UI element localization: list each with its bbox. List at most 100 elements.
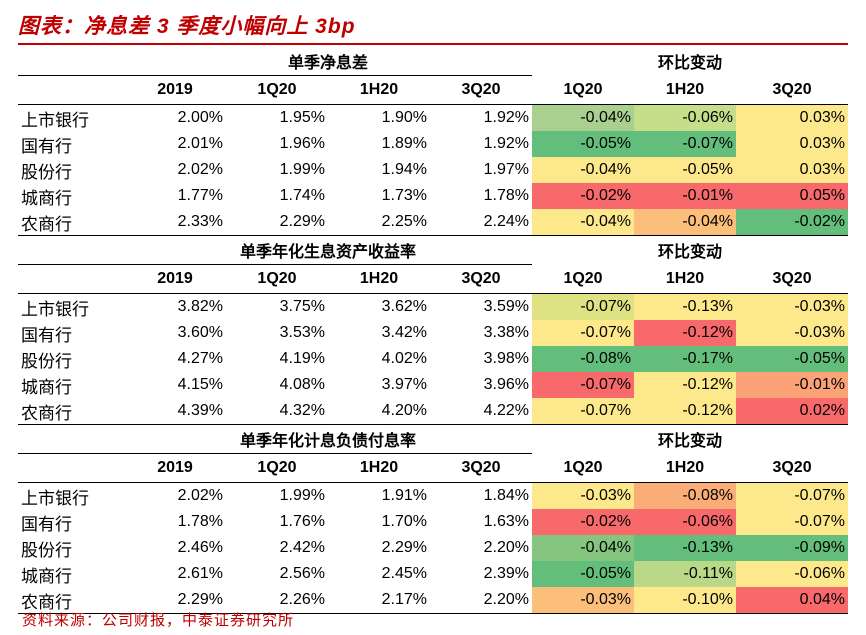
value-cell: 1.89% bbox=[381, 135, 427, 152]
change-cell: -0.03% bbox=[532, 587, 635, 614]
column-header: 2019 bbox=[124, 75, 226, 105]
value-cell: 3.60% bbox=[177, 324, 223, 341]
value-cell: 3.96% bbox=[483, 376, 530, 393]
value-cell: 1.92% bbox=[483, 109, 530, 126]
change-cell: -0.04% bbox=[532, 209, 635, 236]
section-heading: 单季净息差 bbox=[124, 47, 533, 76]
change-cell: -0.07% bbox=[736, 482, 849, 509]
bank-type-label: 上市银行 bbox=[21, 488, 89, 508]
value-cell: 2.61% bbox=[177, 565, 223, 582]
bank-type-label: 国有行 bbox=[21, 136, 72, 156]
change-cell: -0.13% bbox=[634, 535, 737, 561]
section-header-row: 单季年化生息资产收益率 环比变动 bbox=[18, 235, 848, 265]
column-header: 1H20 bbox=[328, 75, 430, 105]
change-cell: 0.02% bbox=[736, 398, 849, 425]
value-cell: 2.29% bbox=[226, 209, 328, 236]
title-divider bbox=[18, 43, 848, 45]
value-cell: 1.77% bbox=[177, 187, 223, 204]
data-table: 单季净息差 环比变动 2019 1Q20 1H20 3Q20 1Q20 1H20 3Q20 上市银… bbox=[18, 47, 849, 614]
bank-type-label: 城商行 bbox=[21, 566, 72, 586]
column-header: 1H20 bbox=[634, 453, 737, 483]
section-heading: 单季年化计息负债付息率 bbox=[124, 424, 533, 454]
value-cell: 2.02% bbox=[177, 487, 223, 504]
blank-cell bbox=[18, 453, 124, 483]
value-cell: 2.25% bbox=[328, 209, 430, 236]
column-header: 3Q20 bbox=[736, 264, 849, 294]
value-cell: 1.91% bbox=[381, 487, 427, 504]
value-cell: 1.78% bbox=[483, 187, 530, 204]
value-cell: 4.39% bbox=[124, 398, 226, 425]
change-cell: -0.09% bbox=[736, 535, 849, 561]
change-cell: -0.01% bbox=[634, 183, 737, 209]
value-cell: 1.94% bbox=[381, 161, 427, 178]
change-cell: -0.07% bbox=[532, 372, 635, 398]
column-header: 3Q20 bbox=[430, 453, 533, 483]
change-cell: -0.07% bbox=[736, 509, 849, 535]
section-header-row: 单季年化计息负债付息率 环比变动 bbox=[18, 424, 848, 454]
change-cell: 0.03% bbox=[736, 104, 849, 131]
change-cell: -0.12% bbox=[634, 398, 737, 425]
change-cell: -0.11% bbox=[634, 561, 737, 587]
bank-type-label: 国有行 bbox=[21, 514, 72, 534]
change-cell: -0.06% bbox=[736, 561, 849, 587]
value-cell: 2.02% bbox=[177, 161, 223, 178]
change-cell: -0.08% bbox=[532, 346, 635, 372]
bank-type-label: 农商行 bbox=[18, 209, 124, 236]
change-cell: -0.04% bbox=[532, 104, 635, 131]
change-cell: 0.03% bbox=[736, 157, 849, 183]
change-cell: -0.05% bbox=[532, 131, 635, 157]
value-cell: 2.45% bbox=[381, 565, 427, 582]
value-cell: 4.08% bbox=[279, 376, 325, 393]
column-header: 1Q20 bbox=[532, 75, 635, 105]
bank-type-label: 农商行 bbox=[18, 398, 124, 425]
value-cell: 4.19% bbox=[279, 350, 325, 367]
change-cell: -0.03% bbox=[532, 482, 635, 509]
column-header: 1H20 bbox=[634, 75, 737, 105]
column-header: 1Q20 bbox=[226, 453, 328, 483]
change-cell: -0.10% bbox=[634, 587, 737, 614]
blank-cell bbox=[18, 235, 124, 265]
change-cell: -0.04% bbox=[634, 209, 737, 236]
value-cell: 2.00% bbox=[177, 109, 223, 126]
change-cell: -0.06% bbox=[634, 509, 737, 535]
column-header: 1H20 bbox=[634, 264, 737, 294]
value-cell: 4.32% bbox=[226, 398, 328, 425]
value-cell: 1.63% bbox=[483, 513, 530, 530]
column-header: 1H20 bbox=[328, 453, 430, 483]
value-cell: 1.97% bbox=[483, 161, 530, 178]
value-cell: 1.76% bbox=[279, 513, 325, 530]
change-cell: -0.07% bbox=[532, 293, 635, 320]
table-row: 城商行 2.61% 2.56% 2.45% 2.39% -0.05% -0.11% -0.06… bbox=[18, 561, 849, 587]
value-cell: 3.97% bbox=[381, 376, 427, 393]
value-cell: 1.90% bbox=[381, 109, 427, 126]
bank-type-label: 股份行 bbox=[21, 162, 72, 182]
column-header: 2019 bbox=[124, 453, 226, 483]
change-cell: 0.05% bbox=[736, 183, 849, 209]
change-cell: -0.06% bbox=[634, 104, 737, 131]
table-row: 国有行 3.60% 3.53% 3.42% 3.38% -0.07% -0.12% -0.03… bbox=[18, 320, 849, 346]
value-cell: 3.53% bbox=[279, 324, 325, 341]
table-row: 农商行 2.33% 2.29% 2.25% 2.24% -0.04% -0.04% -0.02… bbox=[18, 209, 849, 236]
column-header-row: 2019 1Q20 1H20 3Q20 1Q20 1H20 3Q20 bbox=[18, 453, 849, 483]
value-cell: 2.20% bbox=[483, 539, 530, 556]
value-cell: 2.29% bbox=[124, 587, 226, 614]
column-header: 3Q20 bbox=[430, 75, 533, 105]
page-title: 图表：净息差 3 季度小幅向上 3bp bbox=[18, 15, 356, 38]
column-header: 2019 bbox=[124, 264, 226, 294]
value-cell: 1.84% bbox=[483, 487, 530, 504]
value-cell: 2.56% bbox=[279, 565, 325, 582]
value-cell: 4.27% bbox=[177, 350, 223, 367]
value-cell: 1.78% bbox=[177, 513, 223, 530]
column-header: 3Q20 bbox=[736, 453, 849, 483]
column-header: 1Q20 bbox=[226, 264, 328, 294]
table-row: 国有行 1.78% 1.76% 1.70% 1.63% -0.02% -0.06% -0.07… bbox=[18, 509, 849, 535]
change-cell: -0.12% bbox=[634, 372, 737, 398]
value-cell: 3.82% bbox=[177, 298, 223, 315]
change-heading: 环比变动 bbox=[658, 244, 723, 262]
value-cell: 3.42% bbox=[381, 324, 427, 341]
change-cell: -0.04% bbox=[532, 157, 635, 183]
blank-cell bbox=[18, 424, 124, 454]
value-cell: 1.99% bbox=[279, 487, 325, 504]
change-heading: 环比变动 bbox=[658, 55, 723, 73]
bank-type-label: 城商行 bbox=[21, 188, 72, 208]
